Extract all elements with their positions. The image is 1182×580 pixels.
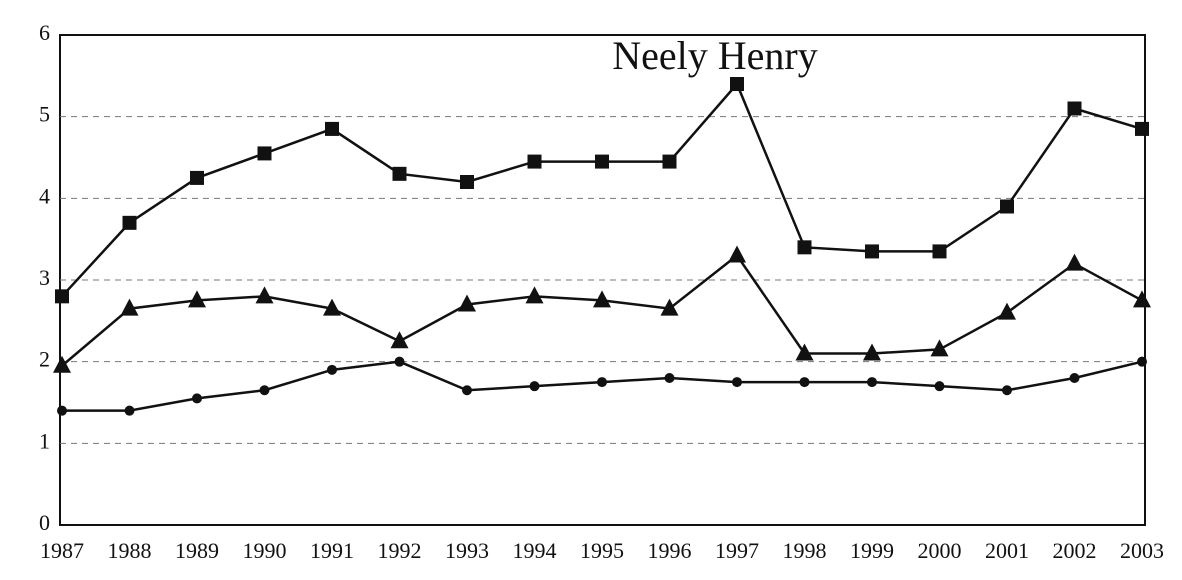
marker: [867, 377, 877, 388]
marker: [595, 154, 609, 169]
y-tick-label: 6: [39, 20, 50, 45]
marker: [257, 146, 272, 161]
x-tick-label: 1996: [648, 538, 692, 563]
marker: [1065, 253, 1084, 271]
y-tick-label: 3: [39, 265, 50, 290]
marker: [662, 154, 677, 169]
y-tick-label: 4: [39, 183, 50, 208]
marker: [1002, 385, 1012, 396]
marker: [192, 393, 202, 404]
marker: [529, 381, 540, 392]
x-tick-label: 2002: [1053, 538, 1097, 563]
marker: [394, 356, 405, 367]
marker: [57, 405, 67, 416]
x-tick-label: 1988: [108, 538, 152, 563]
x-tick-label: 1987: [40, 538, 84, 563]
marker: [863, 343, 881, 361]
x-tick-label: 1991: [310, 538, 354, 563]
marker: [460, 175, 474, 189]
marker: [124, 405, 135, 416]
marker: [325, 121, 339, 136]
x-tick-label: 1995: [580, 538, 624, 563]
marker: [255, 286, 274, 304]
marker: [259, 385, 270, 396]
marker: [190, 170, 204, 185]
marker: [1067, 101, 1082, 116]
marker: [932, 244, 947, 259]
marker: [53, 355, 71, 373]
marker: [1137, 356, 1147, 367]
x-tick-label: 2001: [985, 538, 1029, 563]
x-tick-label: 1993: [445, 538, 489, 563]
marker: [188, 290, 206, 308]
x-tick-label: 2003: [1120, 538, 1164, 563]
marker: [593, 290, 611, 308]
marker: [392, 166, 407, 181]
marker: [120, 298, 139, 316]
marker: [1069, 373, 1080, 383]
marker: [795, 343, 814, 361]
marker: [664, 373, 675, 383]
y-tick-label: 1: [39, 428, 50, 453]
marker: [323, 298, 341, 316]
marker: [660, 298, 679, 316]
y-tick-label: 2: [39, 347, 50, 372]
x-tick-label: 1999: [850, 538, 894, 563]
marker: [458, 294, 476, 312]
marker: [732, 377, 742, 388]
x-tick-label: 2000: [918, 538, 962, 563]
marker: [998, 302, 1016, 320]
series-line: [61, 253, 1143, 367]
marker: [462, 385, 472, 396]
x-tick-label: 1992: [378, 538, 422, 563]
x-tick-label: 1998: [783, 538, 827, 563]
marker: [797, 240, 812, 255]
marker: [527, 154, 542, 169]
x-tick-label: 1989: [175, 538, 219, 563]
marker: [1133, 290, 1151, 308]
marker: [799, 377, 810, 388]
marker: [122, 215, 137, 230]
marker: [865, 244, 879, 259]
marker: [525, 286, 544, 304]
marker: [327, 364, 337, 375]
chart-title: Neely Henry: [612, 33, 817, 78]
y-tick-label: 5: [39, 102, 50, 127]
marker: [55, 289, 69, 304]
x-tick-label: 1990: [243, 538, 287, 563]
x-tick-label: 1994: [513, 538, 557, 563]
y-tick-label: 0: [39, 510, 50, 535]
marker: [1135, 121, 1149, 136]
x-tick-label: 1997: [715, 538, 759, 563]
marker: [728, 245, 746, 263]
marker: [1000, 199, 1014, 214]
marker: [597, 377, 607, 388]
marker: [930, 339, 949, 357]
marker: [934, 381, 945, 392]
marker: [730, 77, 744, 91]
marker: [390, 331, 409, 349]
series-line: [61, 81, 1143, 298]
